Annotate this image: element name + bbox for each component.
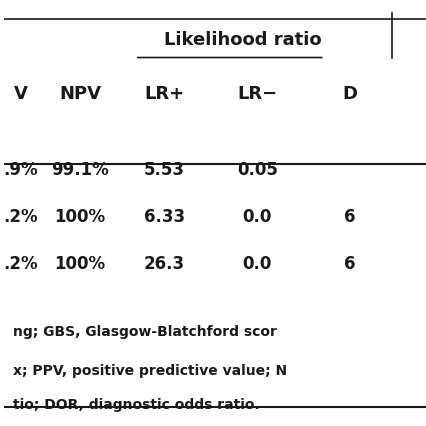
- Text: D: D: [343, 85, 357, 103]
- Text: x; PPV, positive predictive value; N: x; PPV, positive predictive value; N: [12, 364, 287, 377]
- Text: Likelihood ratio: Likelihood ratio: [164, 32, 321, 49]
- Text: 0.05: 0.05: [237, 161, 278, 179]
- Text: tio; DOR, diagnostic odds ratio.: tio; DOR, diagnostic odds ratio.: [12, 398, 259, 412]
- Text: .2%: .2%: [4, 208, 38, 226]
- Text: V: V: [14, 85, 28, 103]
- Text: 99.1%: 99.1%: [51, 161, 109, 179]
- Text: LR−: LR−: [237, 85, 277, 103]
- Text: LR+: LR+: [144, 85, 184, 103]
- Text: 26.3: 26.3: [144, 255, 185, 273]
- Text: 100%: 100%: [55, 255, 106, 273]
- Text: 6: 6: [344, 208, 356, 226]
- Text: 0.0: 0.0: [242, 208, 272, 226]
- Text: 100%: 100%: [55, 208, 106, 226]
- Text: 0.0: 0.0: [242, 255, 272, 273]
- Text: 5.53: 5.53: [144, 161, 185, 179]
- Text: NPV: NPV: [59, 85, 101, 103]
- Text: ng; GBS, Glasgow-Blatchford scor: ng; GBS, Glasgow-Blatchford scor: [12, 325, 276, 339]
- Text: 6: 6: [344, 255, 356, 273]
- Text: .9%: .9%: [4, 161, 38, 179]
- Text: .2%: .2%: [4, 255, 38, 273]
- Text: 6.33: 6.33: [144, 208, 185, 226]
